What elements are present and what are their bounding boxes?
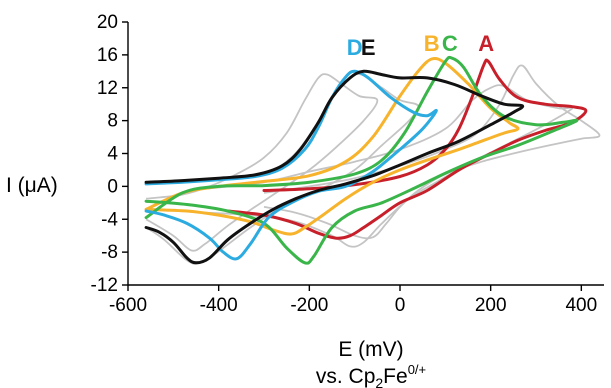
- series-label-A: A: [478, 31, 494, 56]
- background-cv-trace-4: [145, 73, 379, 252]
- x-tick-label: 200: [475, 295, 507, 316]
- y-tick-label: -4: [101, 209, 118, 230]
- y-tick-label: 4: [107, 144, 118, 165]
- series-label-D: D: [347, 35, 363, 60]
- x-tick-label: 400: [565, 295, 597, 316]
- y-axis-ticks: -12 -8 -4 0 4 8 12 16 20: [91, 12, 128, 296]
- series-label-E: E: [361, 35, 376, 60]
- curves-layer: [144, 55, 601, 265]
- y-axis-title: I (μA): [6, 174, 58, 197]
- x-tick-label: -400: [200, 295, 238, 316]
- x-axis-title: E (mV): [338, 338, 403, 361]
- cv-trace-E: [144, 69, 525, 265]
- series-label-C: C: [442, 31, 458, 56]
- series-label-B: B: [424, 31, 440, 56]
- y-tick-label: -8: [101, 242, 118, 263]
- y-tick-label: 0: [107, 176, 118, 197]
- background-cv-trace-3: [263, 64, 601, 240]
- y-tick-label: 20: [97, 12, 118, 33]
- x-axis-ticks: -600 -400 -200 0 200 400: [109, 285, 597, 316]
- y-tick-label: 12: [97, 78, 118, 99]
- cv-trace-A: [226, 58, 588, 240]
- x-tick-label: -200: [290, 295, 328, 316]
- cv-trace-B: [144, 56, 520, 236]
- y-tick-label: 8: [107, 111, 118, 132]
- y-tick-label: -12: [91, 275, 118, 296]
- series-labels: A B C DE: [347, 31, 494, 60]
- cv-trace-D: [144, 69, 438, 261]
- cv-trace-C: [144, 55, 579, 265]
- x-axis-subtitle: vs. Cp2Fe0/+: [316, 362, 426, 388]
- y-tick-label: 16: [97, 45, 118, 66]
- x-tick-label: 0: [395, 295, 406, 316]
- x-tick-label: -600: [109, 295, 147, 316]
